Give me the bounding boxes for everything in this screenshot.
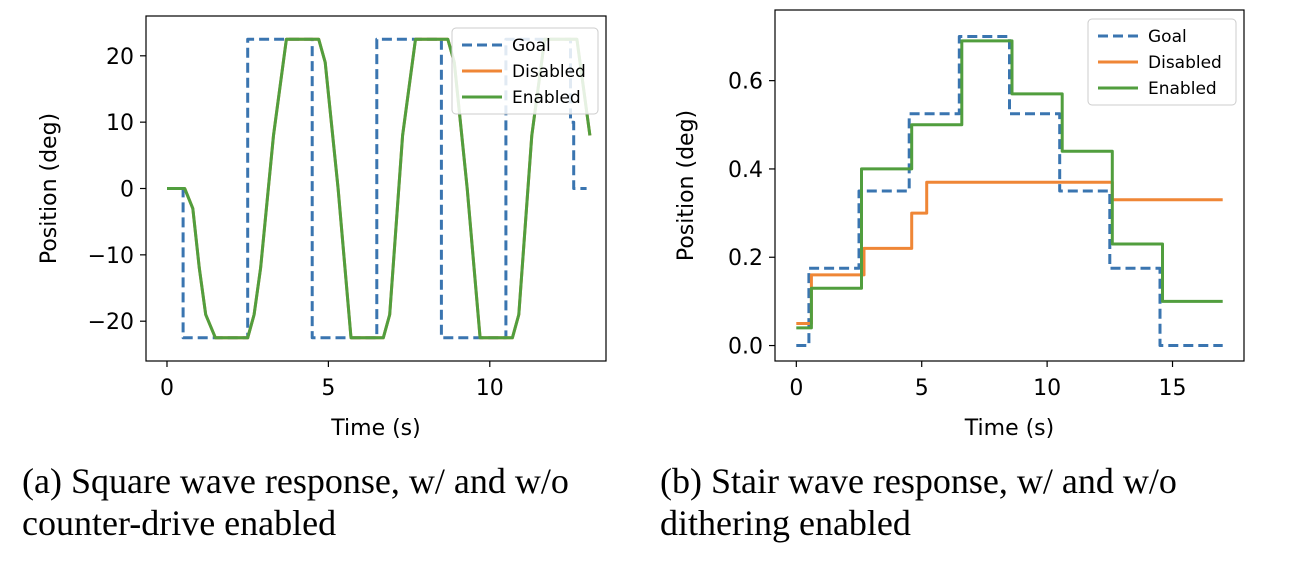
chart-b: 0 5 10 15 0.0 0.2 0.4 0.6 Time (s) Position (deg)… [674,9,1245,441]
y-axis-label: Position (deg) [674,110,699,261]
y-tick-label: 0.6 [728,70,763,95]
x-tick-label: 0 [789,376,803,401]
y-tick-label: 0.4 [728,158,763,183]
caption-b-line-1: (b) Stair wave response, w/ and w/o [660,461,1177,501]
legend-box [451,27,599,115]
y-tick-label: 10 [106,111,134,136]
legend-label-enabled: Enabled [512,88,581,108]
legend: Goal Disabled Enabled [451,27,599,115]
y-tick-label: 0 [120,178,134,203]
series-enabled-line [167,37,592,340]
legend-box [1087,18,1237,106]
y-tick-label: −10 [88,244,134,269]
legend-label-disabled: Disabled [512,62,586,82]
series-enabled-line [796,39,1223,330]
x-tick-label: 10 [1033,376,1061,401]
y-tick-label: −20 [88,310,134,335]
caption-b: (b) Stair wave response, w/ and w/o dith… [660,460,1300,544]
chart-a: 0 5 10 −20 −10 0 10 20 Time (s) Position (deg) Goa… [37,15,607,441]
x-tick-label: 10 [476,376,504,401]
x-axis-label: Time (s) [330,416,420,441]
x-tick-label: 0 [160,376,174,401]
legend-label-goal: Goal [512,36,551,56]
series-goal-line [796,35,1223,347]
y-tick-label: 20 [106,45,134,70]
caption-a: (a) Square wave response, w/ and w/o cou… [22,460,652,544]
axes-frame [774,9,1245,362]
caption-a-line-2: counter-drive enabled [22,503,337,543]
legend-label-goal: Goal [1148,27,1187,47]
x-tick-label: 5 [915,376,929,401]
y-tick-label: 0.2 [728,246,763,271]
legend-label-enabled: Enabled [1148,79,1217,99]
caption-a-line-1: (a) Square wave response, w/ and w/o [22,461,569,501]
y-axis-label: Position (deg) [37,113,62,264]
y-tick-label: 0.0 [728,335,763,360]
x-tick-label: 5 [321,376,335,401]
legend-label-disabled: Disabled [1148,53,1222,73]
x-tick-label: 15 [1159,376,1187,401]
caption-b-line-2: dithering enabled [660,503,911,543]
x-axis-label: Time (s) [964,416,1054,441]
legend: Goal Disabled Enabled [1087,18,1237,106]
